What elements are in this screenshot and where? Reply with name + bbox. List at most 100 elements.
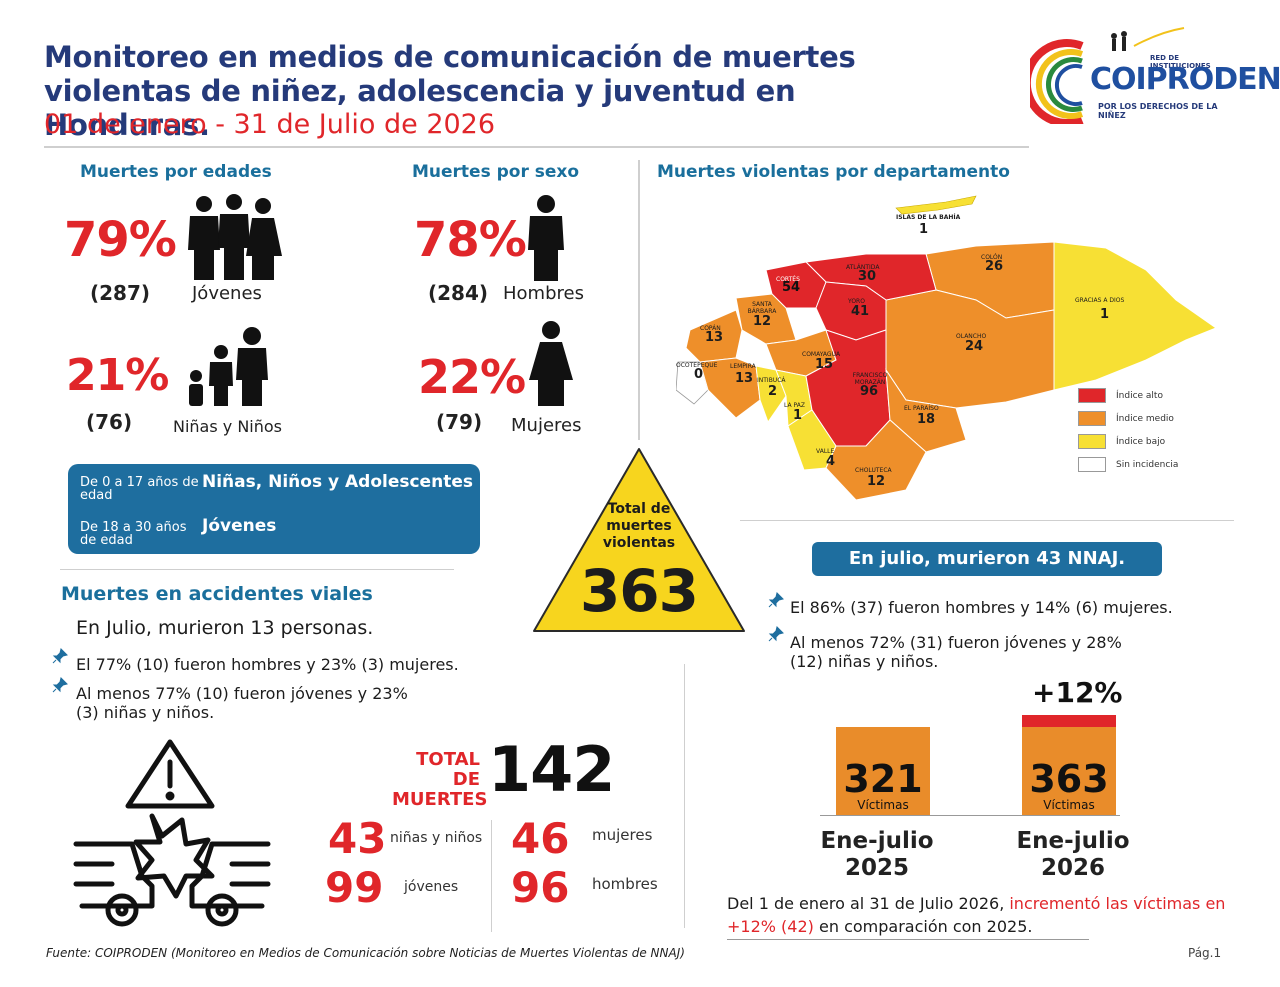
kids-pct: 21% (66, 350, 169, 401)
vertical-divider-bottom (684, 664, 685, 928)
map-value-el-paraiso: 18 (917, 412, 936, 427)
logo-top-text: RED DE INSTITUCIONES (1150, 54, 1211, 70)
accidents-total-value: 142 (488, 733, 615, 806)
map-value-yoro: 41 (851, 304, 870, 319)
pin-icon (768, 592, 784, 608)
legend-swatch-sin (1078, 457, 1106, 472)
accidents-men-value: 96 (511, 863, 570, 912)
header-divider (44, 146, 1029, 148)
logo-tagline: POR LOS DERECHOS DE LA NIÑEZ (1098, 102, 1218, 120)
july-bullet-1: El 86% (37) fueron hombres y 14% (6) muj… (790, 598, 1173, 617)
map-value-la-paz: 1 (793, 408, 803, 423)
bar-1-sub: Víctimas (857, 798, 909, 812)
bar-2-sub: Víctimas (1043, 798, 1095, 812)
page-subtitle: 01 de enero - 31 de Julio de 2026 (44, 109, 496, 140)
women-count: (79) (436, 410, 483, 434)
map-value-intibuca: 2 (768, 384, 778, 399)
pin-icon (52, 677, 68, 693)
map-label-olancho: OLANCHO (956, 333, 987, 340)
legend-label-alto: Índice alto (1116, 391, 1163, 401)
kids-label: Niñas y Niños (173, 417, 283, 436)
ages-title: Muertes por edades (80, 162, 272, 182)
accidents-kids-value: 43 (328, 814, 387, 863)
range-1-label: Niñas, Niños y Adolescentes (202, 472, 473, 492)
map-value-islas: 1 (919, 222, 929, 237)
woman-icon (529, 321, 573, 406)
pin-icon (52, 648, 68, 664)
chart-baseline (820, 815, 1120, 816)
accidents-youth-label: jóvenes (404, 879, 459, 895)
map-label-intibuca: INTIBUCÁ (757, 377, 786, 384)
map-label-lempira: LEMPIRA (730, 363, 756, 370)
legend-swatch-bajo (1078, 434, 1106, 449)
man-icon (528, 195, 564, 281)
bar-1 (836, 727, 930, 815)
map-choluteca (825, 419, 927, 501)
accidents-women-label: mujeres (592, 826, 653, 844)
map-value-cortes: 54 (782, 280, 801, 295)
accidents-bullet-2: Al menos 77% (10) fueron jóvenes y 23% (… (76, 684, 408, 722)
accidents-title: Muertes en accidentes viales (61, 583, 373, 605)
range-2-text: De 18 a 30 años de edad (80, 520, 187, 548)
map-value-olancho: 24 (965, 339, 984, 354)
page-number: Pág.1 (1188, 946, 1222, 960)
divider-right (740, 520, 1234, 521)
map-ocotepeque (676, 361, 709, 405)
map-label-comayagua: COMAYAGUA (802, 351, 841, 358)
divider-left (60, 569, 454, 570)
map-value-choluteca: 12 (867, 474, 886, 489)
comparison-note: Del 1 de enero al 31 de Julio 2026, incr… (727, 894, 1226, 936)
honduras-map (676, 195, 1218, 501)
map-label-colon: COLÓN (981, 254, 1003, 261)
sex-title: Muertes por sexo (412, 162, 580, 182)
map-label-choluteca: CHOLUTECA (855, 467, 892, 474)
map-value-lempira: 13 (735, 371, 754, 386)
coiproden-logo: RED DE INSTITUCIONES COIPRODEN POR LOS D… (1022, 24, 1280, 127)
men-count: (284) (428, 281, 489, 305)
children-icon (189, 327, 268, 406)
accidents-headline: En Julio, murieron 13 personas. (76, 617, 374, 639)
july-banner: En julio, murieron 43 NNAJ. (812, 542, 1162, 576)
legend-label-bajo: Índice bajo (1116, 437, 1166, 447)
legend-swatch-medio (1078, 411, 1106, 426)
stats-divider (491, 820, 492, 932)
map-value-comayagua: 15 (815, 357, 834, 372)
chart-change-label: +12% (1032, 676, 1123, 709)
footer-source: Fuente: COIPRODEN (Monitoreo en Medios d… (46, 946, 685, 960)
map-value-santa-barbara: 12 (753, 314, 772, 329)
warning-triangle-icon (533, 448, 745, 632)
men-label: Hombres (503, 283, 584, 304)
map-label-gracias: GRACIAS A DIOS (1075, 297, 1125, 304)
map-value-francisco-morazan: 96 (860, 384, 879, 399)
map-label-santa-barbara: SANTA BÁRBARA (747, 301, 777, 315)
bar-2 (1022, 715, 1116, 815)
map-value-atlantida: 30 (858, 269, 877, 284)
youth-count: (287) (90, 281, 151, 305)
accidents-youth-value: 99 (325, 863, 384, 912)
map-label-islas: ISLAS DE LA BAHÍA (896, 214, 961, 221)
note-underline (727, 939, 1089, 940)
women-label: Mujeres (511, 415, 582, 436)
youth-pct: 79% (64, 212, 177, 268)
map-value-colon: 26 (985, 259, 1004, 274)
logo-name: COIPRODEN (1090, 62, 1280, 97)
accidents-total-label: TOTAL DE MUERTES (392, 749, 488, 810)
youth-label: Jóvenes (192, 283, 262, 304)
bar-1-value: 321 (843, 757, 923, 801)
vertical-divider-top (638, 160, 640, 440)
accidents-kids-label: niñas y niños (390, 830, 483, 846)
map-islas-bahia (895, 195, 977, 215)
map-value-copan: 13 (705, 330, 724, 345)
map-label-cortes: CORTÉS (776, 276, 800, 283)
accidents-women-value: 46 (511, 814, 570, 863)
legend-swatch-alto (1078, 388, 1106, 403)
bar-2-increase (1022, 715, 1116, 727)
july-bullet-2: Al menos 72% (31) fueron jóvenes y 28% (… (790, 633, 1122, 671)
youth-group-icon (188, 194, 282, 280)
accidents-men-label: hombres (592, 875, 658, 893)
bar-2-caption: Ene-julio 2026 (1016, 828, 1130, 881)
total-triangle: Total de muertes violentas 363 (530, 443, 748, 637)
total-value: 363 (579, 557, 699, 625)
map-label-ocotepeque: OCOTEPEQUE (676, 362, 718, 369)
kids-count: (76) (86, 410, 133, 434)
